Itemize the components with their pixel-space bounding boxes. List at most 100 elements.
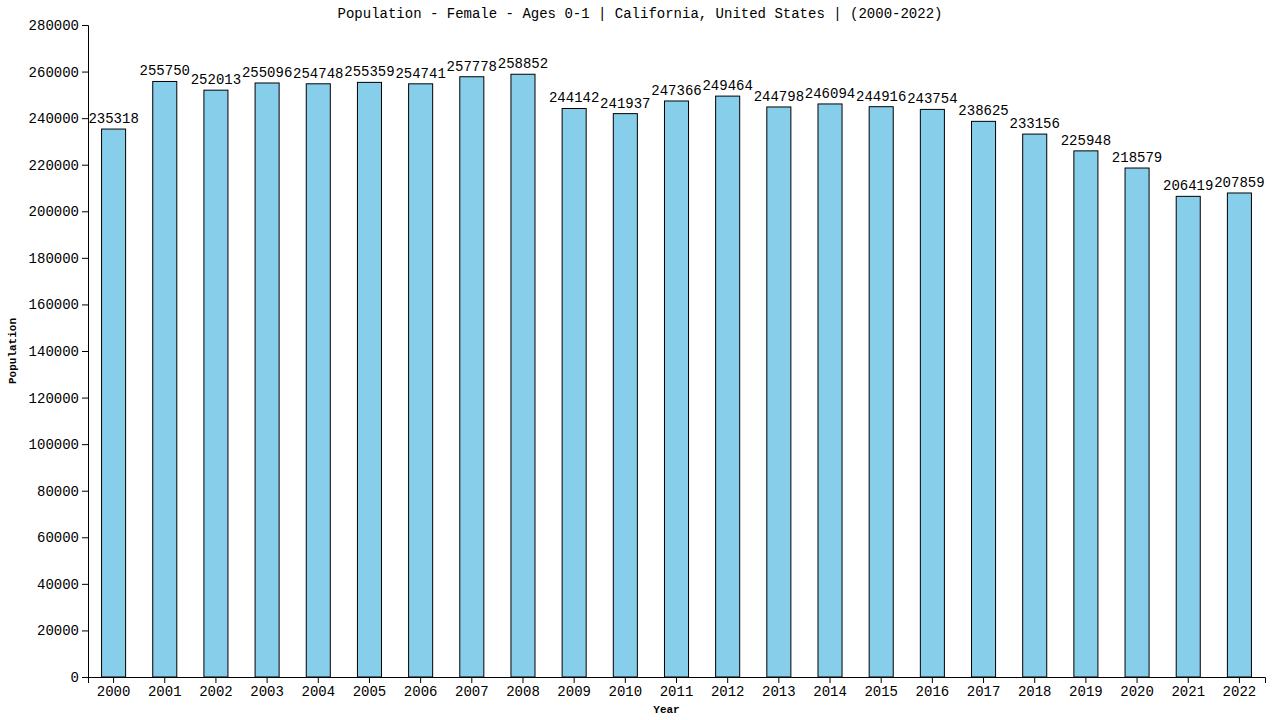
y-tick-label: 80000 xyxy=(37,484,79,500)
bar xyxy=(818,104,842,677)
y-tick-mark xyxy=(82,258,88,259)
x-tick-label: 2019 xyxy=(1069,684,1103,700)
y-tick-mark xyxy=(82,537,88,538)
x-tick: 2007 xyxy=(455,677,489,700)
data-label: 244916 xyxy=(856,89,906,105)
data-label: 235318 xyxy=(88,111,138,127)
x-tick-mark xyxy=(983,677,984,683)
bar xyxy=(1023,134,1047,677)
x-tick-label: 2001 xyxy=(148,684,182,700)
x-axis: 2000200120022003200420052006200720082009… xyxy=(89,677,1266,700)
y-tick-mark xyxy=(82,491,88,492)
y-tick-mark xyxy=(82,165,88,166)
data-label: 246094 xyxy=(805,86,855,102)
x-tick-mark xyxy=(625,677,626,683)
x-tick: 2011 xyxy=(660,677,694,700)
x-tick: 2013 xyxy=(762,677,796,700)
x-tick: 2012 xyxy=(711,677,745,700)
y-tick-mark xyxy=(82,584,88,585)
data-label: 255096 xyxy=(242,65,292,81)
data-label: 244798 xyxy=(754,89,804,105)
y-tick: 40000 xyxy=(37,577,88,593)
y-tick-mark xyxy=(82,630,88,631)
x-tick-mark xyxy=(830,677,831,683)
x-tick-label: 2002 xyxy=(199,684,233,700)
x-tick: 2021 xyxy=(1171,677,1205,700)
x-tick-mark xyxy=(369,677,370,683)
x-axis-line xyxy=(89,678,1266,684)
x-tick-label: 2011 xyxy=(660,684,694,700)
y-tick-mark xyxy=(82,398,88,399)
data-label: 257778 xyxy=(447,59,497,75)
x-tick-mark xyxy=(522,677,523,683)
data-label: 247366 xyxy=(651,83,701,99)
bar xyxy=(613,114,637,677)
y-tick: 200000 xyxy=(29,204,88,220)
x-tick: 2014 xyxy=(813,677,847,700)
bar xyxy=(511,74,535,677)
x-tick: 2002 xyxy=(199,677,233,700)
y-tick-mark xyxy=(82,211,88,212)
data-label: 244142 xyxy=(549,90,599,106)
x-tick-label: 2016 xyxy=(916,684,950,700)
x-tick: 2003 xyxy=(250,677,284,700)
y-tick-mark xyxy=(82,72,88,73)
x-tick: 2009 xyxy=(557,677,591,700)
y-tick: 20000 xyxy=(37,623,88,639)
y-tick: 280000 xyxy=(29,18,88,34)
x-tick-label: 2013 xyxy=(762,684,796,700)
bar xyxy=(204,90,228,677)
x-tick-label: 2021 xyxy=(1171,684,1205,700)
y-tick: 100000 xyxy=(29,437,88,453)
y-tick: 0 xyxy=(71,670,88,686)
bar xyxy=(664,101,688,677)
x-tick-label: 2012 xyxy=(711,684,745,700)
x-tick-mark xyxy=(215,677,216,683)
x-tick-label: 2004 xyxy=(301,684,335,700)
bar xyxy=(920,109,944,677)
data-label: 243754 xyxy=(907,91,957,107)
x-tick: 2015 xyxy=(864,677,898,700)
y-tick: 120000 xyxy=(29,391,88,407)
x-tick-mark xyxy=(164,677,165,683)
x-tick-mark xyxy=(471,677,472,683)
x-tick: 2004 xyxy=(301,677,335,700)
x-tick-label: 2015 xyxy=(864,684,898,700)
y-tick: 260000 xyxy=(29,65,88,81)
y-tick-label: 120000 xyxy=(29,391,79,407)
data-label: 258852 xyxy=(498,56,548,72)
x-tick: 2000 xyxy=(97,677,131,700)
data-label: 206419 xyxy=(1163,178,1213,194)
title: Population - Female - Ages 0-1 | Califor… xyxy=(338,6,943,22)
x-tick-mark xyxy=(881,677,882,683)
x-tick: 2005 xyxy=(353,677,387,700)
x-tick-label: 2009 xyxy=(557,684,591,700)
data-label: 252013 xyxy=(191,72,241,88)
x-tick-label: 2006 xyxy=(404,684,438,700)
data-label: 254741 xyxy=(395,66,445,82)
x-tick-label: 2003 xyxy=(250,684,284,700)
y-tick-mark xyxy=(82,351,88,352)
bar xyxy=(1074,151,1098,677)
y-tick-label: 20000 xyxy=(37,623,79,639)
bar xyxy=(306,84,330,677)
x-tick-mark xyxy=(318,677,319,683)
x-tick: 2022 xyxy=(1223,677,1257,700)
x-tick: 2018 xyxy=(1018,677,1052,700)
y-tick: 220000 xyxy=(29,158,88,174)
bar xyxy=(767,107,791,677)
y-tick-mark xyxy=(82,444,88,445)
bar xyxy=(562,108,586,677)
data-label: 218579 xyxy=(1112,150,1162,166)
data-label: 255359 xyxy=(344,64,394,80)
y-axis-line xyxy=(82,26,89,678)
x-tick-mark xyxy=(420,677,421,683)
x-tick-label: 2020 xyxy=(1120,684,1154,700)
bar xyxy=(357,82,381,677)
y-tick-label: 100000 xyxy=(29,437,79,453)
x-tick-mark xyxy=(727,677,728,683)
x-tick-mark xyxy=(778,677,779,683)
y-tick: 60000 xyxy=(37,530,88,546)
bar xyxy=(102,129,126,677)
y-tick: 160000 xyxy=(29,297,88,313)
